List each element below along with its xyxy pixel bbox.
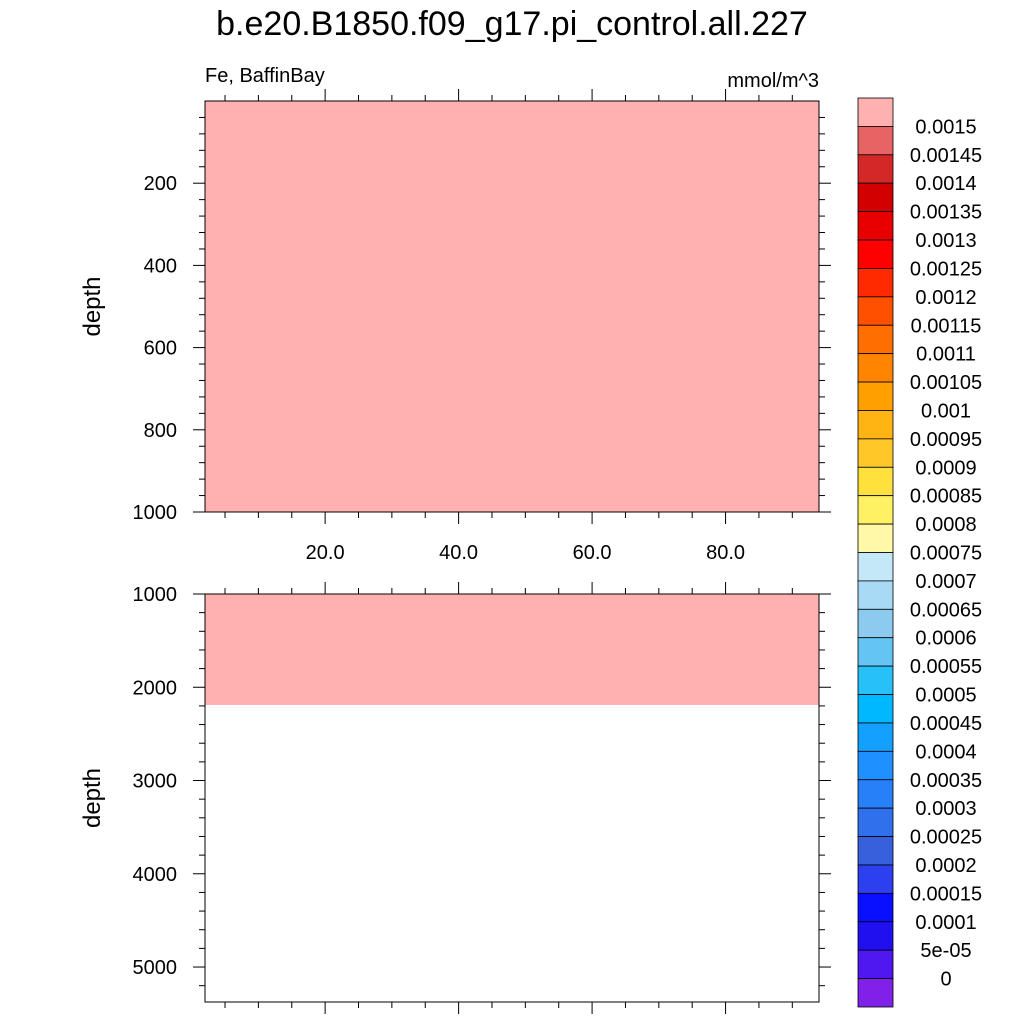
colorbar-swatch	[857, 410, 894, 440]
colorbar-label: 0.0004	[915, 741, 976, 763]
colorbar-label: 0.00115	[911, 315, 982, 337]
colorbar-swatch	[857, 438, 894, 468]
colorbar-label: 0.00135	[910, 202, 982, 224]
colorbar-swatch	[857, 268, 894, 298]
colorbar-swatch	[857, 864, 894, 894]
y-tick-label: 1000	[133, 584, 178, 606]
colorbar-swatch	[857, 637, 894, 667]
colorbar-label: 0.0015	[915, 116, 976, 138]
colorbar-swatch	[857, 211, 894, 241]
chart-subtitle-right: mmol/m^3	[727, 70, 819, 92]
y-tick-label: 400	[144, 255, 177, 277]
colorbar-swatch	[857, 182, 894, 213]
chart-title: b.e20.B1850.f09_g17.pi_control.all.227	[216, 5, 808, 43]
colorbar-label: 0.0013	[915, 230, 976, 252]
panel-frame	[204, 593, 820, 1003]
colorbar-swatch	[857, 580, 894, 610]
colorbar-label: 0.0007	[915, 571, 976, 593]
contour-fill	[205, 101, 819, 512]
x-tick-label: 20.0	[306, 542, 345, 564]
colorbar-swatch	[857, 694, 894, 724]
panel-upper: 200 400 600 800 1000 20.0 40.0 60.0 80.0 depth	[79, 89, 831, 564]
x-tick-label: 80.0	[706, 542, 745, 564]
colorbar-swatch	[857, 892, 894, 923]
colorbar-label: 0.00045	[910, 713, 982, 735]
colorbar-label: 0.00145	[910, 145, 982, 167]
colorbar-label: 0.00125	[910, 258, 982, 280]
colorbar-label: 0.0012	[915, 287, 976, 309]
colorbar-swatch	[857, 779, 894, 809]
colorbar-swatch	[857, 750, 894, 781]
colorbar: 0.0015 0.00145 0.0014 0.00135 0.0013 0.00125 0…	[857, 97, 982, 1008]
colorbar-label: 0.0014	[915, 173, 976, 195]
colorbar-label: 0.00095	[910, 429, 982, 451]
y-tick-label: 3000	[133, 771, 178, 793]
colorbar-label: 0.0003	[915, 798, 976, 820]
colorbar-label: 0.0006	[915, 628, 976, 650]
colorbar-label: 0.00025	[910, 827, 982, 849]
colorbar-swatch	[857, 126, 894, 156]
y-tick-label: 2000	[133, 677, 178, 699]
colorbar-swatch	[857, 722, 894, 752]
y-tick-label: 5000	[133, 957, 178, 979]
colorbar-label: 0.0009	[915, 457, 976, 479]
colorbar-label: 0.00085	[910, 486, 982, 508]
colorbar-swatch	[857, 97, 894, 127]
colorbar-label: 0.0011	[916, 344, 976, 366]
y-axis-label: depth	[79, 276, 106, 336]
colorbar-label: 0.00075	[910, 543, 982, 565]
y-tick-label: 4000	[133, 864, 178, 886]
colorbar-swatch	[857, 466, 894, 497]
colorbar-label: 0.0002	[915, 855, 976, 877]
contour-fill	[205, 594, 819, 705]
panel-lower: 1000 2000 3000 4000 5000 depth	[79, 582, 831, 1014]
chart-subtitle-left: Fe, BaffinBay	[205, 65, 325, 87]
colorbar-swatch	[857, 495, 894, 525]
x-tick-label: 60.0	[573, 542, 612, 564]
colorbar-swatch	[857, 836, 894, 866]
colorbar-label: 0.00035	[910, 770, 982, 792]
colorbar-label: 0.0001	[915, 912, 976, 934]
colorbar-swatch	[857, 324, 894, 355]
colorbar-swatch	[857, 353, 894, 383]
y-tick-label: 600	[144, 338, 177, 360]
colorbar-label: 0.00105	[910, 372, 982, 394]
colorbar-swatch	[857, 921, 894, 951]
colorbar-label: 5e-05	[920, 940, 971, 962]
colorbar-swatch	[857, 665, 894, 695]
colorbar-label: 0.00055	[910, 656, 982, 678]
colorbar-label: 0.001	[921, 400, 971, 422]
colorbar-label: 0.0008	[915, 514, 976, 536]
y-tick-label: 200	[144, 173, 177, 195]
colorbar-swatch	[857, 608, 894, 639]
y-axis-label: depth	[79, 768, 106, 828]
colorbar-label: 0	[940, 969, 951, 991]
colorbar-swatch	[857, 523, 894, 553]
colorbar-swatch	[857, 552, 894, 582]
colorbar-swatch	[857, 807, 894, 837]
colorbar-swatch	[857, 296, 894, 326]
colorbar-swatch	[857, 239, 894, 269]
colorbar-label: 0.00015	[910, 883, 982, 905]
colorbar-label: 0.00065	[910, 599, 982, 621]
colorbar-label: 0.0005	[915, 685, 976, 707]
panel-frame	[204, 100, 820, 513]
colorbar-swatch	[857, 381, 894, 411]
colorbar-swatch	[857, 154, 894, 184]
y-tick-label: 1000	[133, 502, 178, 524]
y-tick-label: 800	[144, 420, 177, 442]
colorbar-swatch	[857, 978, 894, 1008]
x-tick-label: 40.0	[439, 542, 478, 564]
colorbar-swatch	[857, 949, 894, 979]
